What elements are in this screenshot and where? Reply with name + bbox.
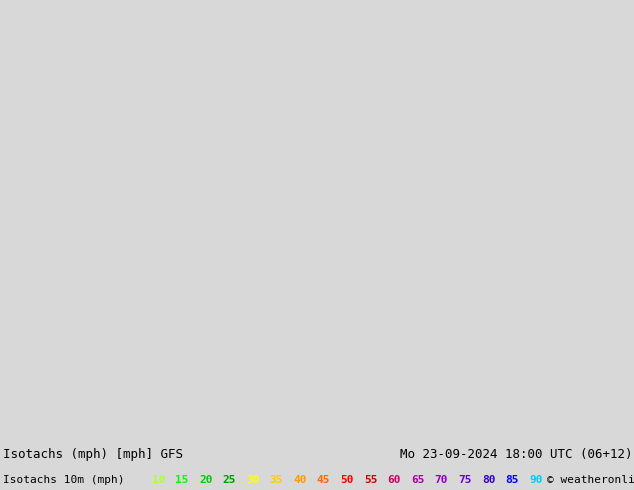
Text: 55: 55 bbox=[364, 475, 377, 485]
Text: 75: 75 bbox=[458, 475, 472, 485]
Text: 45: 45 bbox=[317, 475, 330, 485]
Text: 35: 35 bbox=[269, 475, 283, 485]
Text: 90: 90 bbox=[529, 475, 543, 485]
Text: 40: 40 bbox=[293, 475, 307, 485]
Text: 70: 70 bbox=[435, 475, 448, 485]
Text: 50: 50 bbox=[340, 475, 354, 485]
Text: Isotachs 10m (mph): Isotachs 10m (mph) bbox=[3, 475, 125, 485]
Text: Isotachs (mph) [mph] GFS: Isotachs (mph) [mph] GFS bbox=[3, 448, 183, 462]
Text: 20: 20 bbox=[199, 475, 212, 485]
Text: 65: 65 bbox=[411, 475, 425, 485]
Text: 85: 85 bbox=[505, 475, 519, 485]
Text: © weatheronline.co.uk: © weatheronline.co.uk bbox=[547, 475, 634, 485]
Text: 10: 10 bbox=[152, 475, 165, 485]
Text: 60: 60 bbox=[387, 475, 401, 485]
Text: Mo 23-09-2024 18:00 UTC (06+12): Mo 23-09-2024 18:00 UTC (06+12) bbox=[400, 448, 633, 462]
Text: 25: 25 bbox=[223, 475, 236, 485]
Text: 30: 30 bbox=[246, 475, 259, 485]
Text: 15: 15 bbox=[176, 475, 189, 485]
Text: 80: 80 bbox=[482, 475, 495, 485]
